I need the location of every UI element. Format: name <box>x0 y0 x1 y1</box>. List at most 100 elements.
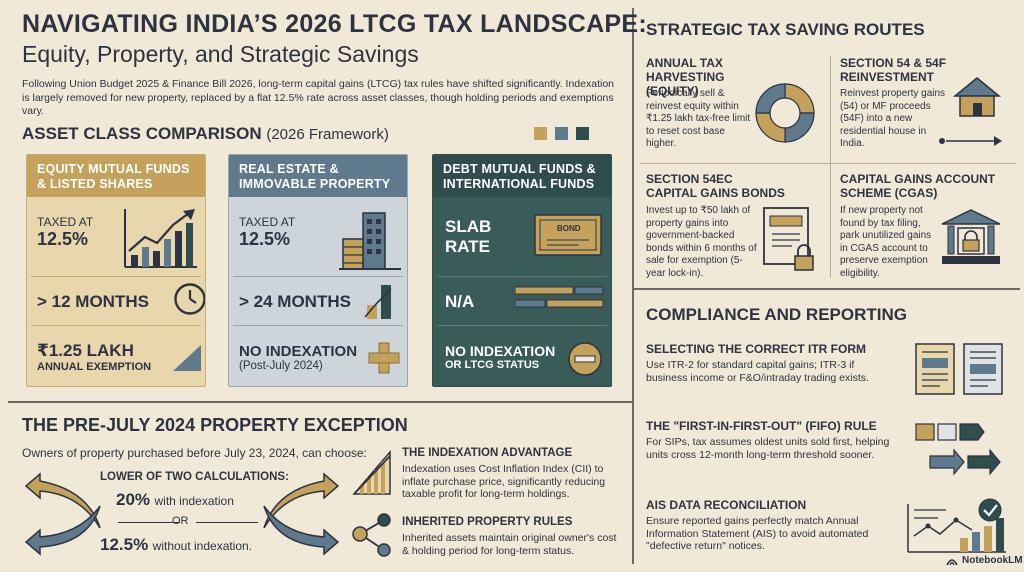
exception-heading: THE PRE-JULY 2024 PROPERTY EXCEPTION <box>22 415 408 435</box>
compliance-itr-title: SELECTING THE CORRECT ITR FORM <box>646 342 866 356</box>
card-equity-rate-label: TAXED AT <box>37 215 94 229</box>
card-real-estate: REAL ESTATE & IMMOVABLE PROPERTY TAXED A… <box>228 154 408 387</box>
comparison-heading: ASSET CLASS COMPARISON (2026 Framework) <box>22 124 389 144</box>
triangle-icon <box>173 345 201 371</box>
step-bars-icon <box>364 285 392 319</box>
house-icon <box>952 77 1002 117</box>
legend-swatch-teal <box>576 127 589 140</box>
option-flat-text: without indexation. <box>152 539 253 553</box>
page-subtitle: Equity, Property, and Strategic Savings <box>22 41 419 67</box>
or-line-right <box>196 522 258 523</box>
option-indexed-value: 20% <box>116 490 151 509</box>
indexation-title: THE INDEXATION ADVANTAGE <box>402 447 573 459</box>
bars-icon <box>515 286 604 308</box>
option-indexed-text: with indexation <box>154 494 234 508</box>
route-54ec-title: SECTION 54EC CAPITAL GAINS BONDS <box>646 172 785 200</box>
card-debt-indexation: NO INDEXATION OR LTCG STATUS <box>445 343 611 371</box>
route-cgas-title: CAPITAL GAINS ACCOUNT SCHEME (CGAS) <box>840 172 996 200</box>
or-text: OR <box>172 515 189 527</box>
card-debt-sep1 <box>437 276 607 277</box>
routes-divider-h <box>640 163 1016 164</box>
certificate-lock-icon <box>763 207 814 271</box>
route-harvesting-text: Periodically sell & reinvest equity with… <box>646 88 751 149</box>
bond-label: BOND <box>557 224 581 233</box>
option-flat: 12.5% without indexation. <box>100 535 252 555</box>
exception-intro: Owners of property purchased before July… <box>22 446 367 460</box>
building-icon <box>339 212 401 270</box>
card-real-estate-rate-value: 12.5% <box>239 229 291 249</box>
or-line-left <box>118 522 180 523</box>
bank-icon <box>941 209 1001 264</box>
card-real-estate-title: REAL ESTATE & IMMOVABLE PROPERTY <box>229 155 407 197</box>
cycle-icon <box>755 83 815 143</box>
card-debt-title: DEBT MUTUAL FUNDS & INTERNATIONAL FUNDS <box>433 155 611 197</box>
card-debt-holding: N/A <box>445 292 475 311</box>
no-entry-icon <box>568 342 602 376</box>
option-flat-value: 12.5% <box>100 535 149 554</box>
route-54ec-text: Invest up to ₹50 lakh of property gains … <box>646 205 757 279</box>
page-title: NAVIGATING INDIA’S 2026 LTCG TAX LANDSCA… <box>22 10 647 38</box>
indexation-text: Indexation uses Cost Inflation Index (CI… <box>402 463 606 500</box>
card-debt-indexation-value: NO INDEXATION <box>445 343 556 359</box>
reconciliation-chart-icon <box>907 498 1006 553</box>
brand-name: NotebookLM <box>962 555 1023 566</box>
itr-forms-icon <box>915 343 1003 395</box>
bond-certificate-icon <box>534 214 602 256</box>
route-section54-title: SECTION 54 & 54F REINVESTMENT <box>840 56 947 84</box>
card-real-estate-indexation-value: NO INDEXATION <box>239 343 358 360</box>
card-debt-rate: SLAB RATE <box>445 217 492 256</box>
card-debt-sep2 <box>437 325 607 326</box>
card-real-estate-indexation: NO INDEXATION (Post-July 2024) <box>239 343 407 372</box>
indexation-chart-icon <box>352 449 391 495</box>
calc-heading: LOWER OF TWO CALCULATIONS: <box>100 471 289 483</box>
clock-icon <box>174 283 205 315</box>
card-equity-rate: TAXED AT 12.5% <box>37 215 205 250</box>
compliance-ais-text: Ensure reported gains perfectly match An… <box>646 515 869 552</box>
legend-swatch-gold <box>534 127 547 140</box>
card-debt: DEBT MUTUAL FUNDS & INTERNATIONAL FUNDS … <box>432 154 612 387</box>
cross-icon <box>368 342 400 374</box>
card-equity-exemption-sub: ANNUAL EXEMPTION <box>37 361 152 373</box>
card-real-estate-sep2 <box>233 325 403 326</box>
compliance-itr-text: Use ITR-2 for standard capital gains; IT… <box>646 359 869 384</box>
card-equity-title: EQUITY MUTUAL FUNDS & LISTED SHARES <box>27 155 205 197</box>
card-real-estate-rate: TAXED AT 12.5% <box>239 215 407 250</box>
routes-heading: STRATEGIC TAX SAVING ROUTES <box>646 20 925 39</box>
inherited-text: Inherited assets maintain original owner… <box>402 532 617 557</box>
compliance-heading: COMPLIANCE AND REPORTING <box>646 305 907 324</box>
growth-chart-icon <box>124 209 197 268</box>
card-real-estate-indexation-sub: (Post-July 2024) <box>239 360 323 372</box>
route-cgas-text: If new property not found by tax filing,… <box>840 205 932 279</box>
card-equity-exemption-value: ₹1.25 LAKH <box>37 341 134 360</box>
brand-logo-icon <box>946 558 958 565</box>
card-equity-sep1 <box>31 276 201 277</box>
vertical-divider <box>632 8 634 564</box>
route-section54-text: Reinvest property gains (54) or MF proce… <box>840 88 946 149</box>
route-harvesting-title: ANNUAL TAX HARVESTING (EQUITY) <box>646 56 725 98</box>
card-real-estate-sep1 <box>233 276 403 277</box>
right-horizontal-divider <box>634 288 1020 290</box>
left-arrows-icon <box>24 472 101 556</box>
compliance-fifo-title: THE "FIRST-IN-FIRST-OUT" (FIFO) RULE <box>646 419 877 433</box>
card-real-estate-rate-label: TAXED AT <box>239 215 296 229</box>
intro-text: Following Union Budget 2025 & Finance Bi… <box>22 78 615 117</box>
card-real-estate-holding: > 24 MONTHS <box>239 292 351 311</box>
routes-divider-v <box>830 56 831 278</box>
inherited-title: INHERITED PROPERTY RULES <box>402 516 573 528</box>
option-indexed: 20% with indexation <box>116 490 234 510</box>
brand-badge: NotebookLM <box>946 555 1023 566</box>
card-debt-indexation-sub: OR LTCG STATUS <box>445 359 540 371</box>
compliance-fifo-text: For SIPs, tax assumes oldest units sold … <box>646 436 890 461</box>
card-equity-exemption: ₹1.25 LAKH ANNUAL EXEMPTION <box>37 341 205 373</box>
network-icon <box>352 513 391 557</box>
right-arrows-icon <box>263 472 340 556</box>
comparison-heading-main: ASSET CLASS COMPARISON <box>22 124 262 143</box>
card-equity-rate-value: 12.5% <box>37 229 89 249</box>
left-horizontal-divider <box>8 401 632 403</box>
comparison-heading-sub: (2026 Framework) <box>266 126 389 143</box>
fifo-arrows-icon <box>915 423 1001 476</box>
card-equity-holding: > 12 MONTHS <box>37 292 149 311</box>
legend-swatch-slate <box>555 127 568 140</box>
compliance-ais-title: AIS DATA RECONCILIATION <box>646 498 807 512</box>
card-equity: EQUITY MUTUAL FUNDS & LISTED SHARES TAXE… <box>26 154 206 387</box>
